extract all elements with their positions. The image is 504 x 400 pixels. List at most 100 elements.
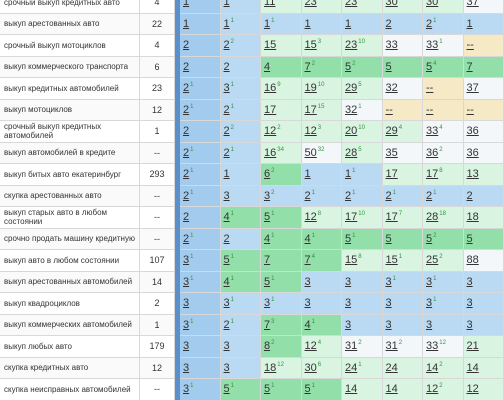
v[interactable]: 7 <box>264 254 271 266</box>
v[interactable]: 2 <box>223 103 230 116</box>
v[interactable]: 5 <box>264 211 271 223</box>
v[interactable]: 3 <box>264 189 271 202</box>
v[interactable]: 1 <box>466 17 473 30</box>
v[interactable]: 28 <box>345 146 358 159</box>
v[interactable]: 6 <box>264 168 271 180</box>
v[interactable]: 5 <box>345 60 352 73</box>
v[interactable]: 2 <box>183 189 190 202</box>
v[interactable]: 2 <box>223 60 230 73</box>
v[interactable]: 3 <box>264 297 271 309</box>
v[interactable]: 29 <box>385 125 398 137</box>
v[interactable]: 4 <box>223 211 230 223</box>
v[interactable]: 14 <box>426 361 439 374</box>
v[interactable]: -- <box>426 103 434 116</box>
v[interactable]: 1 <box>264 17 271 30</box>
v[interactable]: 4 <box>304 232 311 245</box>
v[interactable]: 5 <box>345 232 352 245</box>
v[interactable]: 23 <box>304 0 317 8</box>
v[interactable]: 12 <box>304 340 317 352</box>
v[interactable]: 16 <box>264 82 277 94</box>
v[interactable]: 3 <box>345 275 352 288</box>
v[interactable]: 1 <box>345 168 352 180</box>
v[interactable]: 15 <box>264 39 277 51</box>
v[interactable]: 2 <box>183 146 190 159</box>
v[interactable]: 16 <box>264 146 277 159</box>
v[interactable]: 17 <box>385 168 398 180</box>
v[interactable]: 24 <box>385 361 398 374</box>
v[interactable]: 21 <box>466 340 479 352</box>
v[interactable]: 2 <box>183 211 190 223</box>
v[interactable]: 18 <box>466 211 479 223</box>
v[interactable]: 12 <box>304 125 317 137</box>
v[interactable]: 5 <box>385 60 392 73</box>
v[interactable]: 88 <box>466 254 479 266</box>
v[interactable]: 3 <box>223 340 230 352</box>
v[interactable]: 29 <box>345 82 358 94</box>
v[interactable]: 17 <box>385 211 398 223</box>
v[interactable]: 2 <box>183 39 190 51</box>
v[interactable]: 17 <box>426 168 439 180</box>
v[interactable]: 5 <box>466 232 473 245</box>
v[interactable]: 14 <box>466 361 479 374</box>
v[interactable]: 12 <box>426 383 439 395</box>
v[interactable]: 2 <box>466 189 473 202</box>
v[interactable]: 15 <box>385 254 398 266</box>
v[interactable]: 2 <box>183 82 190 94</box>
v[interactable]: 20 <box>345 125 358 137</box>
v[interactable]: 1 <box>304 17 311 30</box>
v[interactable]: 7 <box>264 318 271 331</box>
v[interactable]: 2 <box>385 17 392 30</box>
v[interactable]: 3 <box>183 254 190 266</box>
v[interactable]: 2 <box>223 125 230 137</box>
v[interactable]: 3 <box>183 383 190 395</box>
v[interactable]: 2 <box>183 125 190 137</box>
v[interactable]: 1 <box>183 17 190 30</box>
v[interactable]: 4 <box>304 318 311 331</box>
v[interactable]: 3 <box>223 297 230 309</box>
v[interactable]: 3 <box>345 297 352 309</box>
v[interactable]: 3 <box>385 318 392 331</box>
v[interactable]: 4 <box>264 232 271 245</box>
v[interactable]: 3 <box>385 275 392 288</box>
v[interactable]: 19 <box>304 82 317 94</box>
v[interactable]: 3 <box>223 361 230 374</box>
v[interactable]: 17 <box>345 211 358 223</box>
v[interactable]: -- <box>426 82 434 94</box>
v[interactable]: 36 <box>466 146 479 159</box>
v[interactable]: 3 <box>223 189 230 202</box>
v[interactable]: 30 <box>426 0 439 8</box>
v[interactable]: 2 <box>223 146 230 159</box>
v[interactable]: 23 <box>345 39 358 51</box>
v[interactable]: 3 <box>183 275 190 288</box>
v[interactable]: 14 <box>345 383 358 395</box>
v[interactable]: -- <box>385 103 393 116</box>
v[interactable]: 2 <box>183 60 190 73</box>
v[interactable]: 3 <box>466 275 473 288</box>
v[interactable]: 23 <box>345 0 358 8</box>
v[interactable]: 1 <box>183 0 190 8</box>
v[interactable]: 12 <box>466 383 479 395</box>
v[interactable]: 33 <box>426 125 439 137</box>
v[interactable]: 8 <box>264 340 271 352</box>
v[interactable]: 7 <box>304 60 311 73</box>
v[interactable]: 3 <box>183 361 190 374</box>
v[interactable]: 5 <box>264 275 271 288</box>
v[interactable]: 3 <box>466 318 473 331</box>
v[interactable]: 2 <box>183 103 190 116</box>
v[interactable]: 37 <box>466 0 479 8</box>
v[interactable]: 3 <box>345 318 352 331</box>
v[interactable]: 15 <box>345 254 358 266</box>
v[interactable]: 3 <box>183 297 190 309</box>
v[interactable]: 17 <box>264 103 277 116</box>
v[interactable]: 5 <box>426 232 433 245</box>
v[interactable]: 2 <box>223 232 230 245</box>
v[interactable]: 1 <box>345 17 352 30</box>
v[interactable]: 1 <box>223 17 230 30</box>
v[interactable]: 33 <box>385 39 398 51</box>
v[interactable]: 17 <box>304 103 317 116</box>
v[interactable]: 37 <box>466 82 479 94</box>
v[interactable]: 4 <box>264 60 271 73</box>
v[interactable]: 3 <box>426 297 433 309</box>
v[interactable]: 12 <box>304 211 317 223</box>
v[interactable]: 1 <box>304 168 311 180</box>
